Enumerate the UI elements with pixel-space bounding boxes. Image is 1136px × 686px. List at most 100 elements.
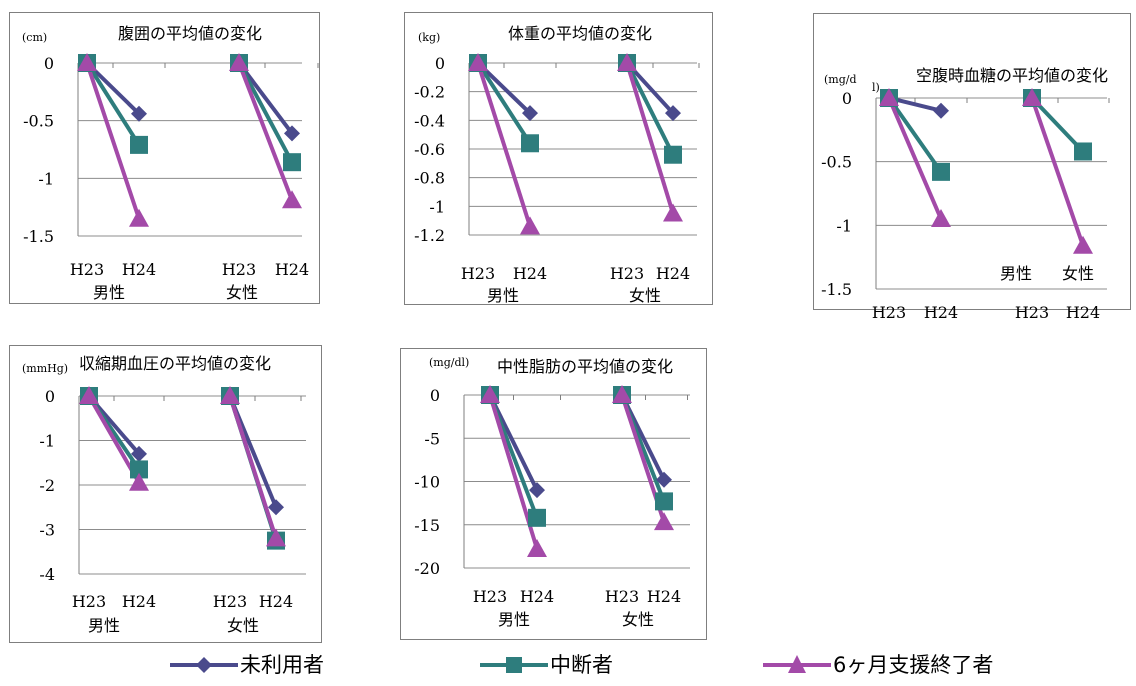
x-tick-label: H23: [473, 587, 507, 606]
data-point-interrupted: [283, 153, 301, 172]
y-tick-label: -0.5: [23, 112, 54, 131]
y-tick-label: -15: [414, 516, 440, 535]
data-point-completed: [282, 190, 302, 209]
x-tick-label: H24: [259, 592, 293, 611]
data-point-completed: [129, 208, 149, 227]
x-tick-label: H24: [122, 592, 156, 611]
data-point-unused: [529, 482, 545, 499]
chart-title: 収縮期血圧の平均値の変化: [79, 354, 271, 373]
x-tick-label: H24: [122, 260, 156, 279]
data-point-unused: [522, 105, 538, 122]
series-line-unused: [237, 61, 294, 135]
chart-title: 中性脂肪の平均値の変化: [497, 357, 673, 376]
data-point-unused: [131, 105, 147, 122]
data-point-interrupted: [664, 145, 682, 164]
data-point-completed: [527, 538, 547, 557]
data-point-completed: [520, 216, 540, 235]
group-label: 女性: [227, 616, 259, 635]
data-point-interrupted: [528, 508, 546, 527]
data-point-unused: [933, 102, 949, 119]
chart-title: 腹囲の平均値の変化: [118, 24, 262, 43]
y-tick-label: -0.6: [414, 140, 445, 159]
chart-fasting-glucose: 0 -0.5 -1 -1.5 空腹時血糖の平均値の変化 (mg/d l) H23 H24 H23 H…: [813, 13, 1131, 322]
chart-weight: 0 -0.2 -0.4 -0.6 -0.8 -1 -1.2 体重の平均値の変化 (kg) H23 H…: [404, 12, 713, 305]
x-tick-label: H23: [610, 264, 644, 283]
x-tick-label: H24: [924, 303, 958, 322]
x-tick-label: H24: [1066, 303, 1100, 322]
data-point-unused: [665, 105, 681, 122]
y-tick-label: -1: [38, 169, 54, 188]
data-point-completed: [612, 385, 632, 403]
data-point-interrupted: [932, 162, 950, 181]
series-line-interrupted: [887, 96, 943, 174]
data-point-completed: [220, 386, 240, 404]
y-tick-label: -5: [424, 429, 440, 448]
x-tick-label: H23: [872, 303, 906, 322]
data-point-completed: [1073, 235, 1093, 254]
data-point-unused: [268, 499, 284, 516]
x-tick-label: H24: [513, 264, 547, 283]
y-tick-label: -1.5: [23, 227, 54, 246]
chart-svg: 0 -0.2 -0.4 -0.6 -0.8 -1 -1.2 体重の平均値の変化 (kg) H23 H…: [414, 24, 700, 305]
chart-svg: 0 -0.5 -1 -1.5 空腹時血糖の平均値の変化 (mg/d l) H23 H24 H23 H…: [821, 66, 1110, 322]
group-label: 男性: [487, 286, 519, 305]
chart-triglyceride: 0 -5 -10 -15 -20 中性脂肪の平均値の変化 (mg/dl) H23 H24 H23 H…: [400, 348, 707, 640]
x-tick-label: H23: [70, 260, 104, 279]
chart-title: 体重の平均値の変化: [508, 24, 652, 43]
y-tick-label: -0.2: [414, 83, 445, 102]
x-tick-label: H23: [222, 260, 256, 279]
series-line-completed: [228, 395, 278, 540]
y-tick-label: 0: [842, 89, 852, 108]
series-line-completed: [237, 62, 294, 201]
y-tick-label: -1: [429, 197, 445, 216]
group-label: 男性: [93, 283, 125, 302]
y-tick-label: -1.5: [821, 280, 852, 299]
group-label: 男性: [88, 616, 120, 635]
data-point-interrupted: [521, 134, 539, 153]
data-point-completed: [654, 512, 674, 531]
data-point-completed: [480, 385, 500, 403]
y-tick-label: -1: [39, 432, 55, 451]
series-line-completed: [887, 97, 943, 220]
data-point-unused: [131, 445, 147, 462]
y-unit-label: (mg/dl): [429, 356, 469, 369]
y-tick-label: -1: [836, 216, 852, 235]
data-point-unused: [656, 471, 672, 488]
series-line-completed: [625, 62, 675, 215]
legend-label-unused: 未利用者: [240, 653, 324, 677]
y-tick-label: -2: [39, 476, 55, 495]
y-tick-label: 0: [45, 387, 55, 406]
legend: 未利用者 中断者 6ヶ月支援終了者: [0, 646, 1136, 686]
data-point-completed: [79, 386, 99, 404]
y-tick-label: -0.5: [821, 153, 852, 172]
group-label: 女性: [226, 283, 258, 302]
y-tick-label: 0: [44, 54, 54, 73]
legend-marker-interrupted: [480, 657, 548, 673]
data-point-completed: [617, 53, 637, 71]
y-unit-label: (mmHg): [22, 362, 68, 375]
group-label: 女性: [629, 286, 661, 305]
x-tick-label: H23: [72, 592, 106, 611]
group-label: 男性: [498, 610, 530, 629]
y-tick-label: -10: [414, 473, 440, 492]
legend-label-interrupted: 中断者: [550, 653, 613, 677]
data-point-interrupted: [1074, 142, 1092, 161]
data-point-completed: [879, 88, 899, 106]
y-unit-label: (kg): [418, 31, 440, 44]
chart-waist: 0 -0.5 -1 -1.5 腹囲の平均値の変化 (cm) H23 H24 H23 H24 男性 女性: [9, 12, 320, 304]
group-label: 女性: [622, 610, 654, 629]
series-line-completed: [476, 62, 532, 228]
data-point-completed: [266, 528, 286, 547]
x-tick-label: H23: [1015, 303, 1049, 322]
y-tick-label: -0.8: [414, 169, 445, 188]
y-tick-label: 0: [435, 54, 445, 73]
data-point-completed: [229, 53, 249, 71]
data-point-completed: [77, 53, 97, 71]
series-line-interrupted: [625, 62, 675, 156]
data-point-completed: [663, 203, 683, 222]
series-line-completed: [85, 62, 141, 220]
data-point-completed: [468, 53, 488, 71]
x-tick-label: H24: [647, 587, 681, 606]
y-tick-label: -1.2: [414, 226, 445, 245]
y-tick-label: -4: [39, 565, 55, 584]
